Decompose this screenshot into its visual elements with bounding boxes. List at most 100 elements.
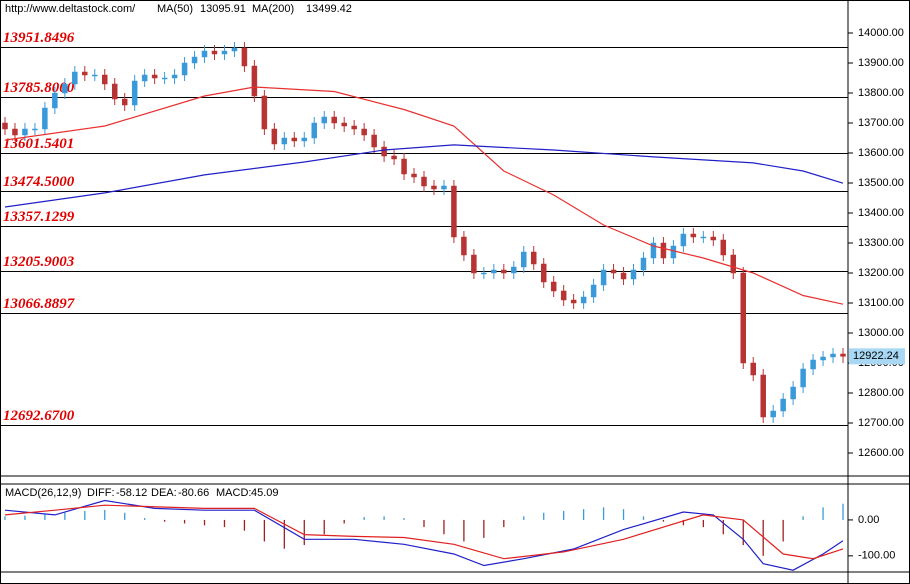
legend-value: -58.12: [116, 487, 147, 499]
url: http://www.deltastock.com/: [5, 3, 136, 15]
legend-value: 13095.91: [200, 3, 246, 15]
candle-body: [181, 62, 188, 76]
candle-body: [191, 56, 198, 64]
candle-body: [131, 80, 138, 106]
y-tick-label: 13700.00: [858, 117, 904, 129]
candle-body: [690, 233, 697, 238]
candle-body: [720, 239, 727, 256]
candle-body: [72, 71, 78, 85]
legend-name: DEA:: [151, 487, 177, 499]
level-label: 13474.5000: [3, 174, 75, 190]
candle-body: [271, 128, 278, 145]
candle-body: [92, 74, 98, 77]
candle-body: [800, 368, 806, 388]
level-label: 13066.8897: [3, 296, 75, 312]
y-tick-label: 13500.00: [858, 177, 904, 189]
candle-body: [820, 356, 826, 361]
candle-body: [740, 272, 746, 364]
candle-body: [261, 95, 268, 130]
candle-body: [461, 236, 467, 256]
candle-body: [610, 269, 617, 274]
candle-body: [840, 353, 846, 357]
line: [4, 144, 844, 208]
candle-body: [560, 290, 567, 301]
y-tick-label: 14000.00: [858, 27, 904, 39]
candle-body: [790, 386, 796, 400]
candle-body: [421, 176, 427, 187]
candle-body: [411, 173, 417, 178]
candle-body: [770, 410, 776, 418]
candle-body: [281, 137, 288, 145]
macd-title: MACD(26,12,9): [5, 487, 81, 499]
y-tick-label: 13900.00: [858, 57, 904, 69]
candle-body: [121, 98, 128, 106]
candle-body: [540, 263, 547, 283]
candle-body: [660, 242, 667, 259]
candle-body: [82, 71, 88, 76]
candle-body: [32, 128, 38, 131]
candle-body: [102, 74, 108, 85]
candle-body: [161, 77, 168, 80]
candle-body: [401, 158, 407, 175]
legend-value: 13499.42: [306, 3, 352, 15]
y-tick-label: 12700.00: [858, 417, 904, 429]
candle-body: [201, 50, 208, 58]
candle-body: [760, 374, 766, 418]
candle-body: [311, 122, 318, 139]
candle-body: [530, 251, 537, 265]
legend-name: MA(50): [157, 3, 193, 15]
candle-body: [111, 83, 118, 100]
candle-body: [471, 254, 477, 274]
candle-body: [371, 134, 377, 148]
candle-body: [780, 398, 786, 412]
y-tick-label: 13400.00: [858, 207, 904, 219]
candle-body: [640, 257, 647, 271]
candle-body: [600, 269, 607, 286]
candle-body: [301, 137, 308, 142]
y-tick-label: 13600.00: [858, 147, 904, 159]
level-label: 12692.6700: [3, 408, 75, 424]
y-tick-label: 12800.00: [858, 387, 904, 399]
candle-body: [231, 47, 238, 52]
candle-body: [431, 185, 437, 190]
candle-body: [441, 185, 447, 190]
y-tick-label: 13200.00: [858, 267, 904, 279]
candle-body: [341, 122, 347, 127]
candle-body: [680, 233, 687, 247]
candle-body: [501, 269, 507, 274]
candle-body: [151, 74, 158, 79]
legend-name: MA(200): [252, 3, 294, 15]
candle-body: [710, 236, 717, 241]
y-tick-label: 13300.00: [858, 237, 904, 249]
candle-body: [810, 359, 816, 370]
y-tick-label: 13800.00: [858, 87, 904, 99]
candle-body: [630, 269, 637, 280]
candle-body: [321, 116, 327, 124]
candle-body: [381, 146, 387, 157]
line: [4, 504, 844, 560]
candle-body: [550, 281, 557, 292]
line: [4, 499, 844, 571]
candle-body: [241, 47, 248, 67]
candle-body: [52, 92, 58, 109]
candle-body: [481, 272, 487, 275]
line: [4, 86, 844, 305]
legend-name: MACD:: [216, 487, 251, 499]
candle-body: [580, 296, 587, 304]
candle-body: [750, 362, 756, 376]
legend-value: 45.09: [251, 487, 279, 499]
candle-body: [2, 122, 8, 130]
candle-body: [491, 269, 497, 274]
price-tag: [849, 348, 905, 365]
candle-body: [451, 185, 457, 238]
y-tick-label: 0.00: [858, 514, 879, 526]
y-tick-label: 13000.00: [858, 327, 904, 339]
legend-name: DIFF:: [87, 487, 115, 499]
candle-body: [22, 128, 28, 136]
y-tick-label: 13100.00: [858, 297, 904, 309]
candle-body: [12, 128, 18, 136]
candle-body: [291, 137, 298, 142]
candle-body: [361, 128, 367, 136]
candle-body: [700, 236, 707, 239]
